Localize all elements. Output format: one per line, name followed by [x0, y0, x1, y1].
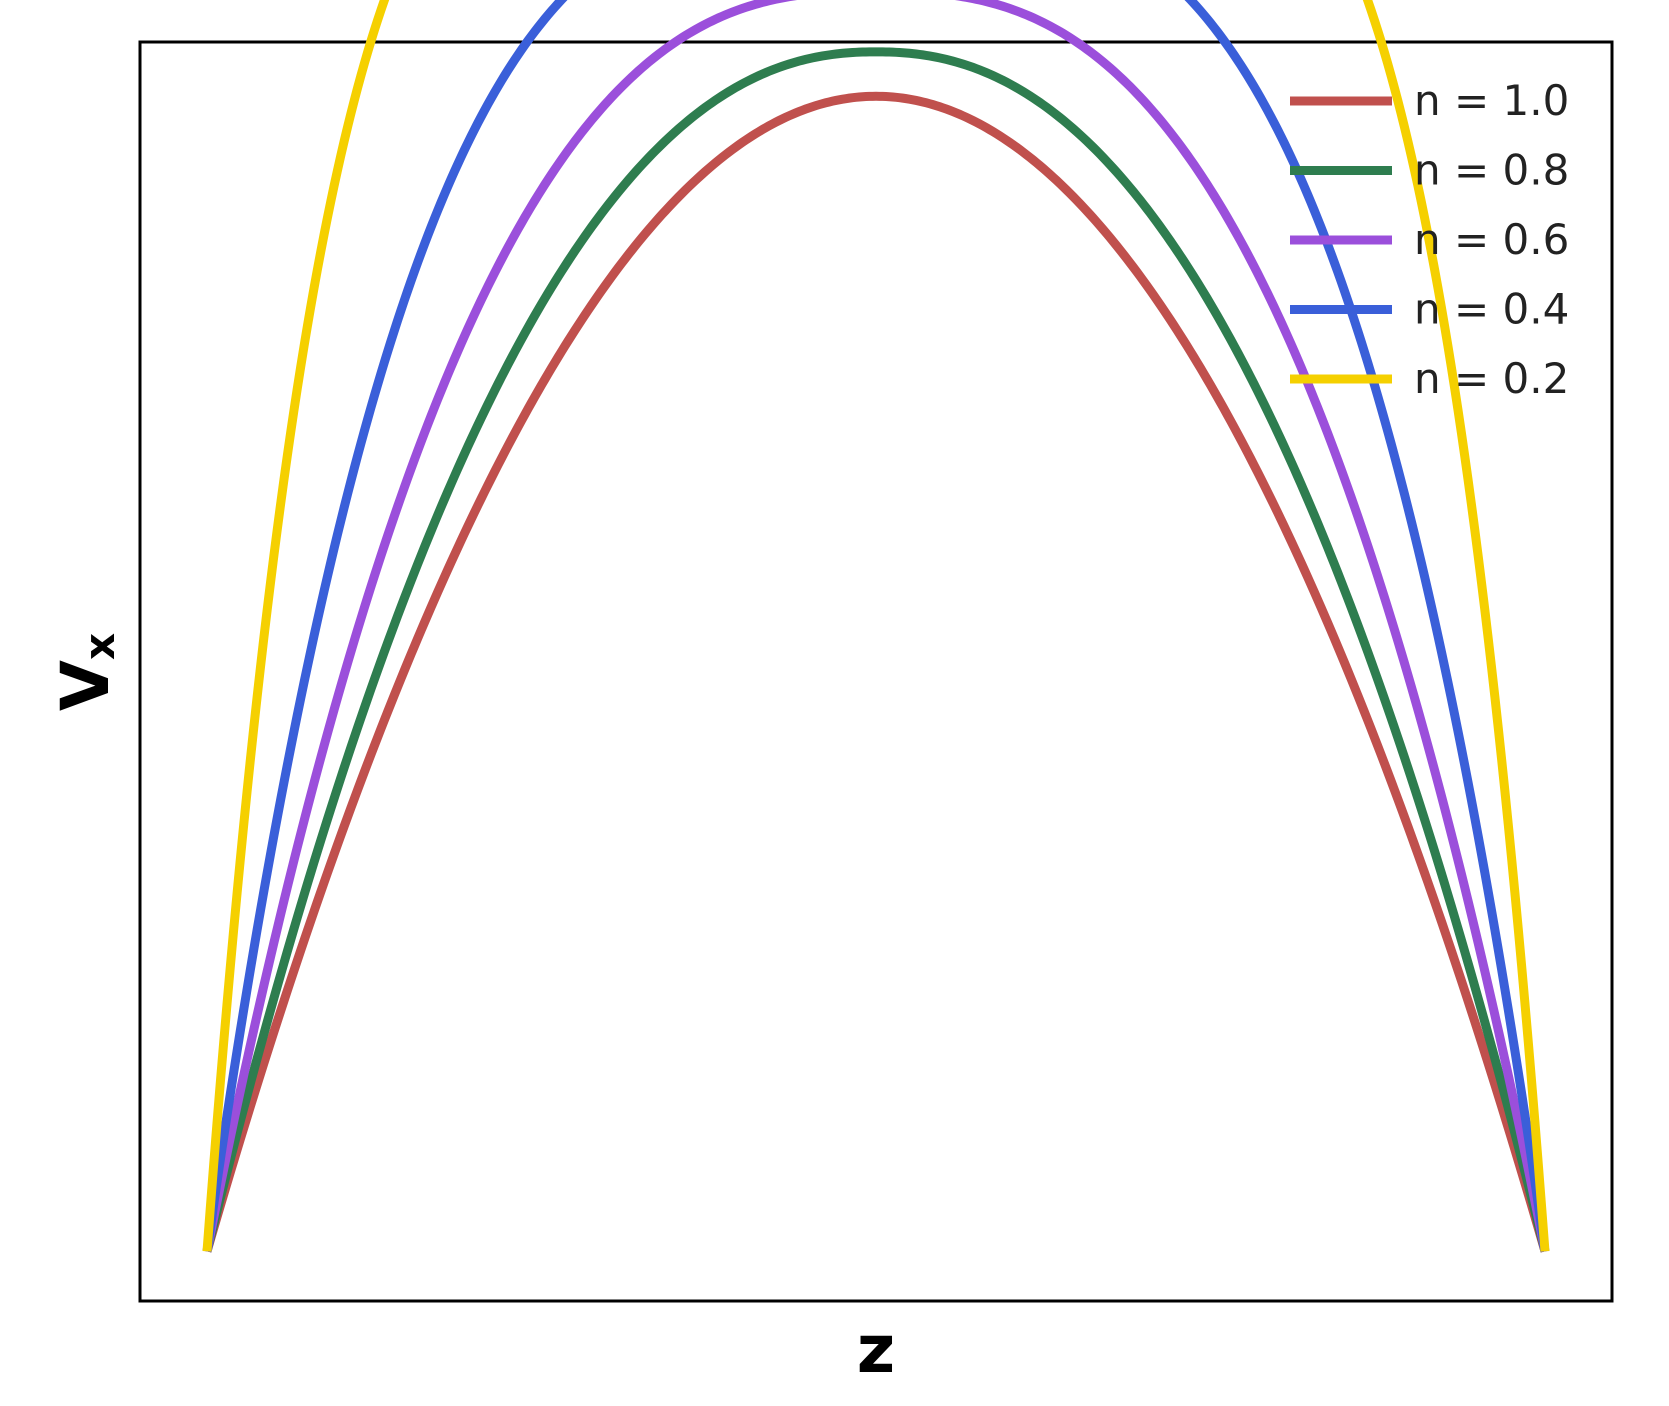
legend: n = 1.0 n = 0.8 n = 0.6 n = 0.4 n = 0.2	[1290, 76, 1569, 403]
series-line-n-1-0	[202, 91, 1550, 1253]
legend-label: n = 0.8	[1414, 146, 1569, 195]
legend-label: n = 0.4	[1414, 285, 1569, 334]
y-axis-label-group: Vx	[47, 633, 124, 711]
legend-label: n = 1.0	[1414, 76, 1569, 125]
x-axis-label: z	[857, 1311, 895, 1388]
y-axis-label: Vx	[47, 633, 124, 711]
series-line-n-0-6	[202, 0, 1550, 1253]
y-axis-label-subscript: x	[75, 633, 124, 660]
series-line-n-0-4	[202, 0, 1550, 1252]
series-layer	[202, 0, 1550, 1253]
series-line-n-0-8	[202, 47, 1550, 1253]
legend-label: n = 0.6	[1414, 215, 1569, 264]
y-axis-label-main: V	[47, 660, 124, 711]
plot-frame	[138, 40, 1614, 1303]
legend-label: n = 0.2	[1414, 354, 1569, 403]
